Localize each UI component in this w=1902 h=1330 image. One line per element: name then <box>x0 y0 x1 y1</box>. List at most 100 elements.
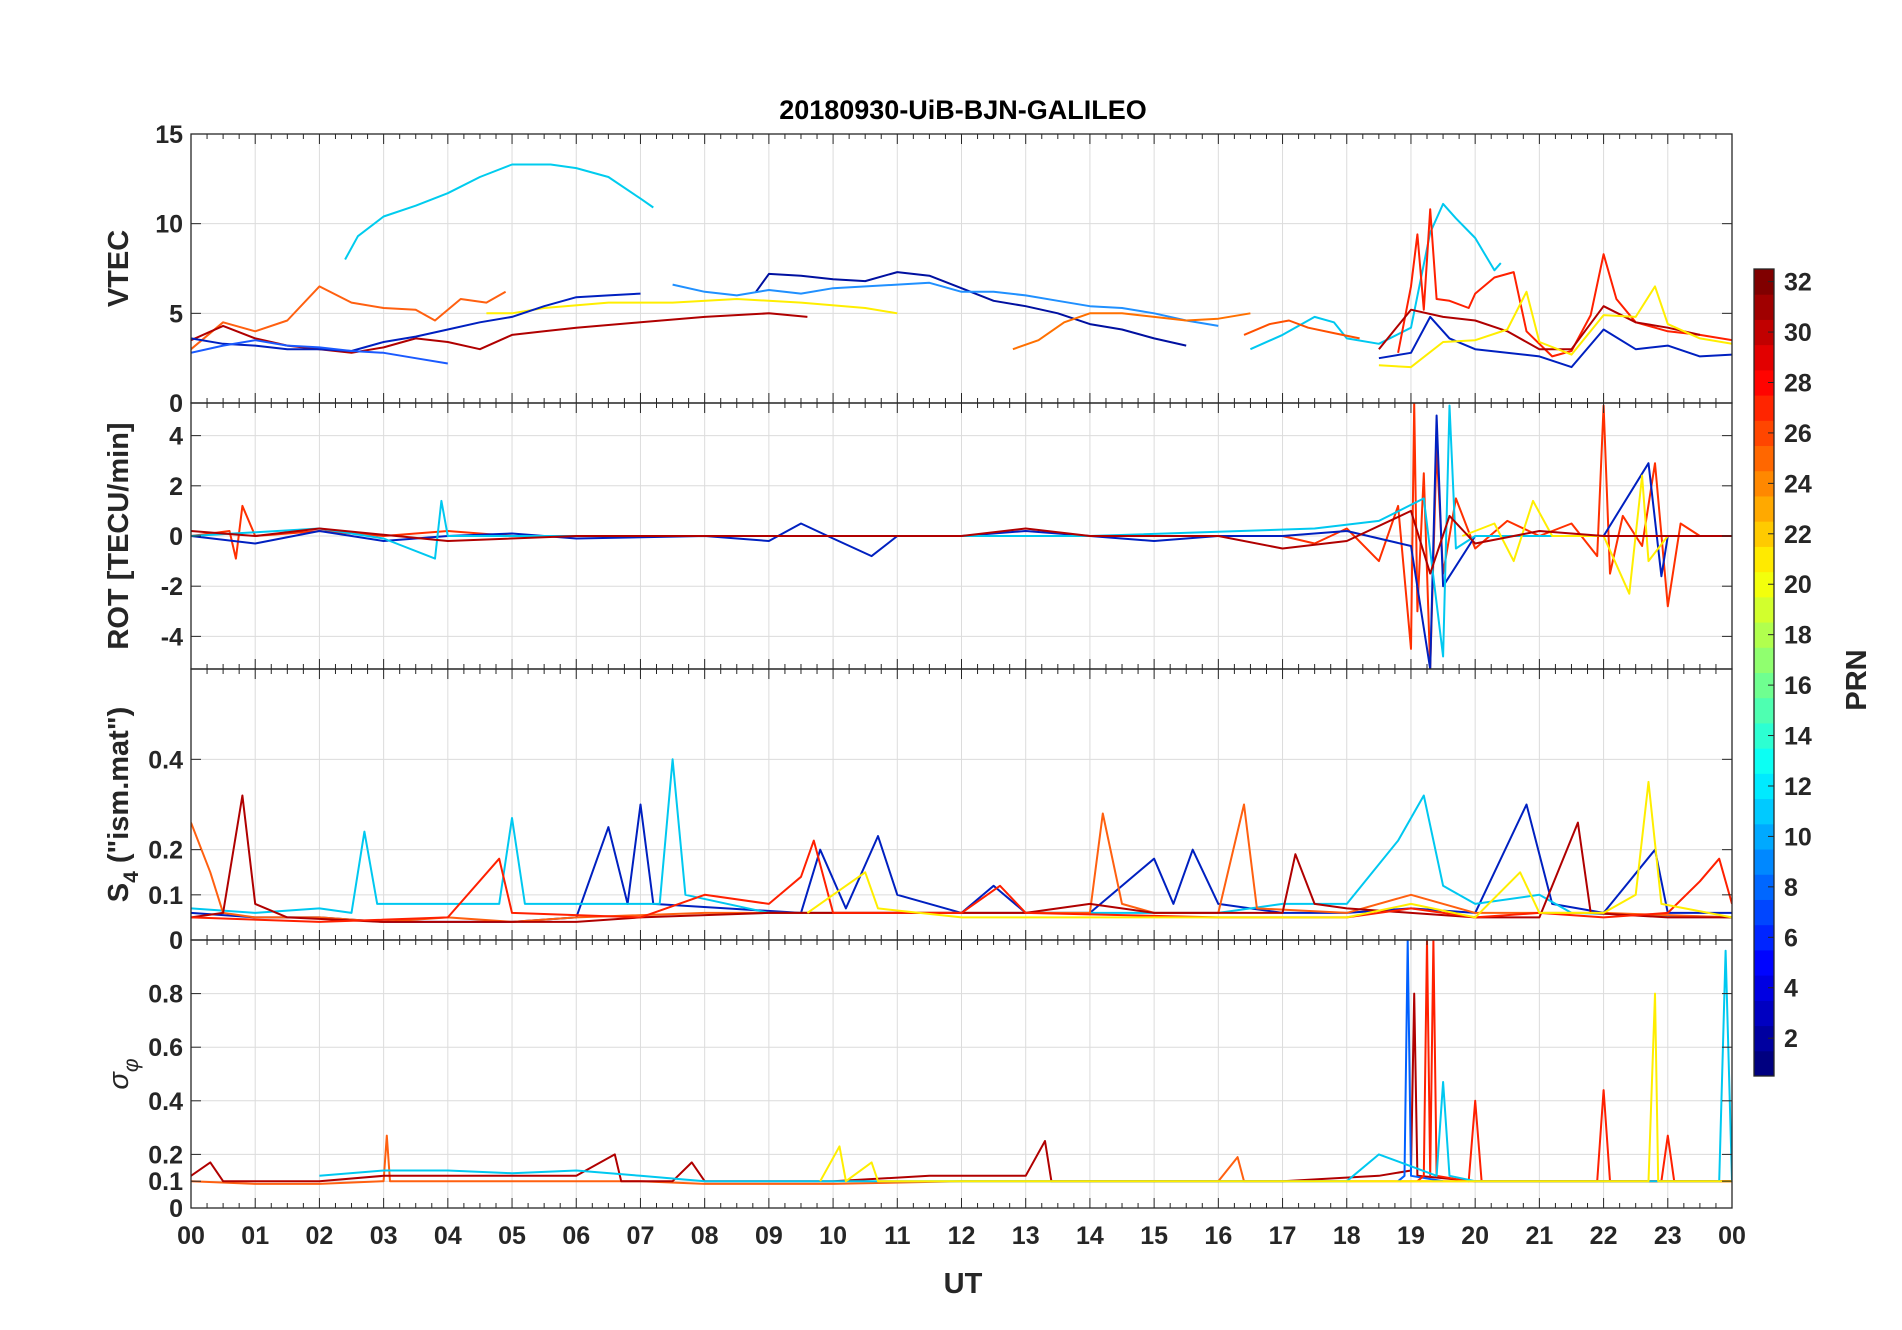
y-axis-label: σφ <box>103 1058 143 1090</box>
x-tick-label: 22 <box>1590 1222 1618 1250</box>
series-line-4 <box>191 794 1732 923</box>
panel-2: -4 -2 0 2 4 ROT [TECU/min] <box>103 402 1733 670</box>
colorbar-swatch <box>1754 420 1774 447</box>
panel-1: 0 5 10 15 VTEC <box>103 121 1733 418</box>
colorbar-tick-label: 16 <box>1784 672 1812 700</box>
y-tick-label: 0.4 <box>148 746 183 774</box>
colorbar-swatch <box>1754 672 1774 699</box>
colorbar-swatch <box>1754 269 1774 295</box>
colorbar-swatch <box>1754 1050 1774 1077</box>
x-tick-label: 06 <box>562 1222 590 1250</box>
colorbar-tick-label: 22 <box>1784 521 1812 549</box>
y-tick-label: -4 <box>161 623 183 651</box>
x-tick-label: 08 <box>691 1222 719 1250</box>
colorbar-swatch <box>1754 319 1774 346</box>
y-tick-label: 0 <box>169 523 183 551</box>
x-tick-label: 11 <box>884 1222 911 1250</box>
colorbar-frame <box>1753 268 1775 1077</box>
colorbar-swatch <box>1754 470 1774 497</box>
colorbar-tick-label: 10 <box>1784 823 1812 851</box>
series-line-8 <box>672 281 1219 327</box>
series-group <box>191 940 1732 1185</box>
colorbar-swatch <box>1754 622 1774 648</box>
y-axis-label-main: σ <box>103 1071 135 1090</box>
panel-3: 00.10.20.4S4 ("ism.mat") <box>103 668 1733 955</box>
x-tick-label: 10 <box>819 1222 847 1250</box>
colorbar-tick-label: 24 <box>1784 470 1812 498</box>
x-tick-label: 03 <box>370 1222 398 1250</box>
colorbar-swatch <box>1754 546 1774 573</box>
colorbar-swatch <box>1754 1025 1774 1052</box>
x-tick-label: 18 <box>1333 1222 1361 1250</box>
series-line-5 <box>191 509 1732 575</box>
colorbar-swatch <box>1754 697 1774 724</box>
x-tick-label: 19 <box>1397 1222 1425 1250</box>
y-tick-label: 0.2 <box>148 837 183 865</box>
series-line-6 <box>819 992 1732 1183</box>
x-tick-label: 23 <box>1654 1222 1682 1250</box>
x-tick-label: 09 <box>755 1222 783 1250</box>
x-tick-label: 05 <box>498 1222 526 1250</box>
series-line-6 <box>191 339 448 365</box>
y-tick-label: 0.6 <box>148 1034 183 1062</box>
colorbar-swatch <box>1754 975 1774 1001</box>
x-tick-label: 20 <box>1461 1222 1489 1250</box>
y-axis-label-main: S <box>103 883 135 902</box>
x-tick-label: 16 <box>1204 1222 1232 1250</box>
x-tick-label: 12 <box>948 1222 976 1250</box>
colorbar-swatch <box>1754 647 1774 673</box>
series-line-10 <box>1249 202 1502 351</box>
series-group <box>191 163 1732 369</box>
colorbar-swatch <box>1754 773 1774 800</box>
colorbar-swatch <box>1754 798 1774 825</box>
colorbar-tick-label: 2 <box>1784 1025 1798 1053</box>
y-axis-label-rest: ("ism.mat") <box>103 707 135 871</box>
x-tick-label: 15 <box>1140 1222 1168 1250</box>
colorbar-tick-label: 26 <box>1784 420 1812 448</box>
series-line-9 <box>1012 312 1251 351</box>
colorbar-tick-label: 32 <box>1784 269 1812 297</box>
x-tick-label: 01 <box>241 1222 269 1250</box>
colorbar-label: PRN <box>1841 649 1873 710</box>
x-tick-label: 00 <box>1718 1222 1746 1250</box>
y-tick-label: 0 <box>169 390 183 418</box>
colorbar-tick-label: 14 <box>1784 723 1812 751</box>
y-tick-label: 0.2 <box>148 1141 183 1169</box>
colorbar-swatch <box>1754 294 1774 320</box>
colorbar-swatch <box>1754 395 1774 421</box>
x-tick-label: 17 <box>1269 1222 1297 1250</box>
y-tick-label: 15 <box>155 121 183 149</box>
series-line-2 <box>191 992 1732 1183</box>
y-axis-label: S4 ("ism.mat") <box>103 707 143 903</box>
colorbar-tick-label: 8 <box>1784 874 1798 902</box>
series-line-14 <box>1378 285 1732 369</box>
series-line-13 <box>1378 315 1732 369</box>
series-line-4 <box>1416 940 1732 1183</box>
y-tick-label: 10 <box>155 211 183 239</box>
y-tick-label: 0.1 <box>148 1168 183 1196</box>
x-tick-label: 13 <box>1012 1222 1040 1250</box>
colorbar-swatch <box>1754 899 1774 926</box>
y-tick-label: 2 <box>169 473 183 501</box>
colorbar-tick-label: 12 <box>1784 773 1812 801</box>
colorbar-swatch <box>1754 369 1774 396</box>
y-tick-label: -2 <box>161 573 183 601</box>
colorbar-tick-label: 4 <box>1784 975 1798 1003</box>
series-line-2 <box>191 285 507 350</box>
y-axis-label-subscript: 4 <box>120 871 143 883</box>
series-line-2 <box>191 758 1732 919</box>
colorbar-swatch <box>1754 874 1774 900</box>
series-line-11 <box>1397 208 1732 358</box>
x-axis-label: UT <box>944 1268 983 1300</box>
y-axis-label: VTEC <box>103 230 135 307</box>
series-line-5 <box>191 292 641 352</box>
x-tick-label: 07 <box>627 1222 655 1250</box>
colorbar-swatch <box>1754 521 1774 547</box>
x-tick-label: 14 <box>1076 1222 1104 1250</box>
series-group <box>191 758 1732 923</box>
series-line-6 <box>806 780 1732 919</box>
series-group <box>191 403 1732 669</box>
colorbar-swatch <box>1754 748 1774 774</box>
